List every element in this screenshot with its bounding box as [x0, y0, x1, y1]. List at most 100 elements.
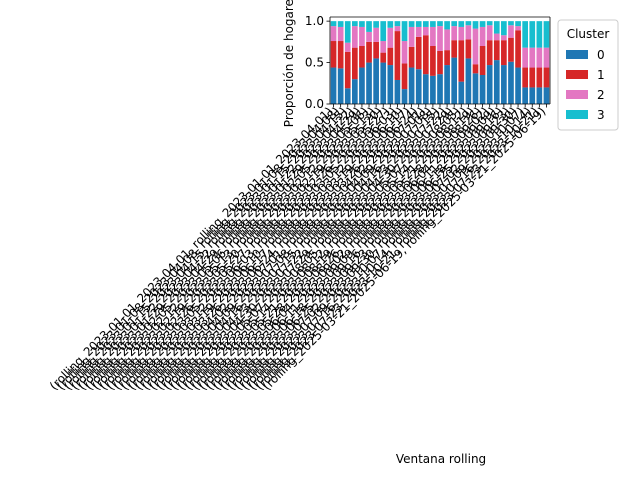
bar-segment-cluster-2 [522, 47, 528, 68]
bar-segment-cluster-1 [408, 46, 415, 68]
bar-segment-cluster-0 [359, 67, 365, 104]
bar-segment-cluster-3 [380, 21, 387, 42]
bar-segment-cluster-0 [501, 65, 507, 104]
bar-segment-cluster-2 [394, 26, 401, 32]
bar-segment-cluster-3 [387, 21, 394, 28]
bar-segment-cluster-1 [380, 52, 387, 63]
bar-segment-cluster-3 [422, 21, 429, 27]
bar-segment-cluster-2 [493, 33, 500, 41]
bar-segment-cluster-3 [508, 21, 514, 26]
legend: Cluster 0 1 2 3 [557, 19, 619, 131]
bar-segment-cluster-1 [373, 41, 379, 59]
bar-segment-cluster-1 [472, 64, 479, 74]
bar-segment-cluster-2 [330, 26, 337, 42]
bar-segment-cluster-3 [465, 21, 472, 26]
y-axis-label: Proporción de hogares [282, 0, 296, 127]
bar-segment-cluster-2 [486, 25, 493, 41]
bar-segment-cluster-3 [451, 21, 458, 27]
bar-segment-cluster-1 [359, 46, 365, 68]
bar-segment-cluster-3 [522, 21, 528, 48]
bar-segment-cluster-0 [408, 67, 415, 104]
bar-segment-cluster-3 [352, 21, 358, 27]
legend-swatch-cluster-3 [566, 110, 588, 119]
bar-segment-cluster-3 [479, 21, 486, 27]
bar-segment-cluster-0 [330, 67, 337, 104]
bar-segment-cluster-1 [444, 50, 450, 66]
legend-swatch-cluster-2 [566, 90, 588, 99]
bar-segment-cluster-3 [444, 21, 450, 30]
bar-segment-cluster-3 [529, 21, 536, 48]
bar-segment-cluster-2 [415, 26, 422, 37]
bar-segment-cluster-3 [373, 21, 379, 28]
bar-segment-cluster-2 [451, 26, 458, 41]
bar-segment-cluster-2 [366, 31, 372, 42]
bar-segment-cluster-0 [380, 62, 387, 104]
bar-segment-cluster-0 [352, 79, 358, 104]
legend-label-cluster-3: 3 [597, 108, 605, 122]
bar-segment-cluster-1 [522, 67, 528, 88]
bar-segment-cluster-2 [359, 26, 365, 46]
bar-segment-cluster-1 [508, 37, 514, 62]
bar-segment-cluster-3 [430, 21, 436, 27]
bar-segment-cluster-1 [394, 31, 401, 80]
bar-segment-cluster-2 [352, 26, 358, 48]
bar-segment-cluster-1 [493, 40, 500, 61]
bar-segment-cluster-1 [344, 51, 351, 89]
bar-segment-cluster-0 [472, 73, 479, 104]
bars [330, 21, 550, 104]
bar-segment-cluster-1 [543, 67, 550, 88]
bar-segment-cluster-0 [508, 61, 514, 104]
bar-segment-cluster-0 [366, 62, 372, 104]
bar-segment-cluster-2 [380, 41, 387, 53]
axes [329, 16, 551, 105]
bar-segment-cluster-2 [501, 35, 507, 41]
bar-segment-cluster-2 [408, 26, 415, 47]
bar-segment-cluster-0 [458, 81, 465, 104]
bar-segment-cluster-3 [472, 21, 479, 29]
bar-segment-cluster-1 [415, 36, 422, 70]
bar-segment-cluster-1 [430, 46, 436, 76]
bar-segment-cluster-1 [387, 47, 394, 66]
bar-segment-cluster-0 [437, 74, 443, 104]
y-tick-label: 1.0 [305, 14, 324, 28]
bar-segment-cluster-0 [415, 69, 422, 104]
bar-segment-cluster-2 [472, 28, 479, 65]
bar-segment-cluster-0 [394, 79, 401, 104]
bar-segment-cluster-1 [451, 40, 458, 58]
bar-segment-cluster-2 [465, 25, 472, 40]
bar-segment-cluster-1 [515, 30, 521, 68]
y-ticks: 0.0 0.5 1.0 [305, 14, 330, 111]
bar-segment-cluster-0 [515, 67, 521, 104]
bar-segment-cluster-2 [401, 41, 408, 64]
legend-title: Cluster [567, 27, 610, 41]
bar-segment-cluster-3 [543, 21, 550, 48]
bar-segment-cluster-3 [437, 21, 443, 27]
bar-segment-cluster-1 [337, 41, 344, 69]
bar-segment-cluster-0 [430, 75, 436, 104]
bar-segment-cluster-1 [401, 63, 408, 90]
bar-segment-cluster-0 [493, 60, 500, 104]
bar-segment-cluster-0 [479, 75, 486, 104]
bar-segment-cluster-3 [330, 21, 337, 27]
bar-segment-cluster-0 [536, 87, 543, 104]
bar-segment-cluster-2 [479, 26, 486, 46]
y-tick-label: 0.0 [305, 97, 324, 111]
bar-segment-cluster-1 [352, 47, 358, 80]
legend-label-cluster-1: 1 [597, 68, 605, 82]
legend-label-cluster-0: 0 [597, 48, 605, 62]
bar-segment-cluster-3 [401, 21, 408, 42]
bar-segment-cluster-0 [444, 65, 450, 104]
bar-segment-cluster-1 [458, 40, 465, 82]
bar-segment-cluster-0 [486, 65, 493, 104]
legend-label-cluster-2: 2 [597, 88, 605, 102]
legend-swatch-cluster-1 [566, 70, 588, 79]
x-axis-label: Ventana rolling [396, 452, 486, 466]
bar-segment-cluster-2 [515, 26, 521, 31]
bar-segment-cluster-0 [543, 87, 550, 104]
bar-segment-cluster-2 [387, 27, 394, 48]
bar-segment-cluster-0 [451, 57, 458, 104]
x-tick-labels: (rolling_2023-01-01_2023-04-01, rolling_… [47, 104, 549, 393]
bar-segment-cluster-2 [543, 47, 550, 68]
bar-segment-cluster-3 [501, 21, 507, 36]
